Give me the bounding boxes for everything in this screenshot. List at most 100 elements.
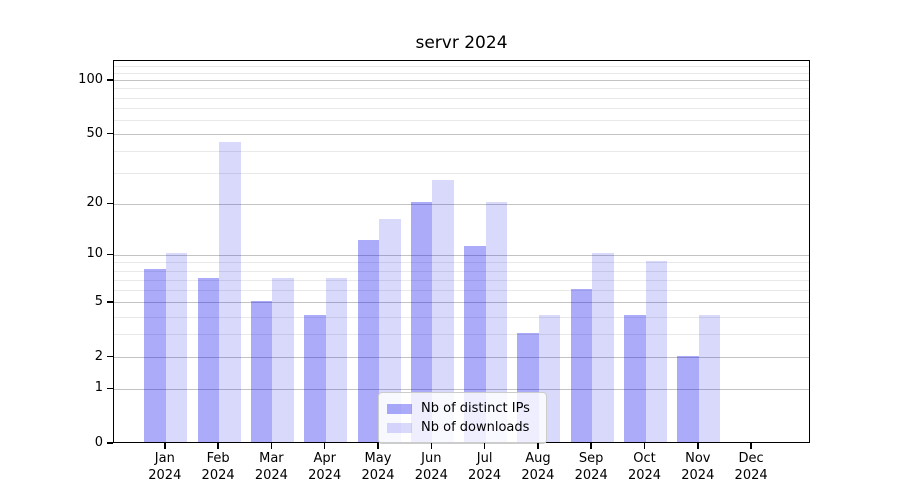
major-gridline-20 <box>114 203 809 205</box>
x-tick-label-feb: Feb 2024 <box>186 450 250 484</box>
major-gridline-10 <box>114 254 809 256</box>
bar-sep-downloads <box>592 253 614 442</box>
x-tick-label-nov: Nov 2024 <box>666 450 730 484</box>
y-tick-mark-10 <box>107 253 113 256</box>
month-label: Jul <box>476 451 493 466</box>
minor-gridline-9 <box>114 262 809 264</box>
y-tick-label-100: 100 <box>78 71 103 87</box>
year-label: 2024 <box>361 468 395 483</box>
bar-sep-distinct-ips <box>570 288 593 442</box>
bar-may-distinct-ips <box>357 240 379 442</box>
x-tick-label-jul: Jul 2024 <box>453 450 517 484</box>
x-tick-mark-jun <box>430 443 433 449</box>
legend-label-downloads: Nb of downloads <box>421 420 530 435</box>
major-gridline-100 <box>114 80 809 82</box>
bar-jul-downloads <box>485 202 508 442</box>
x-tick-label-apr: Apr 2024 <box>293 450 357 484</box>
year-label: 2024 <box>254 468 288 483</box>
year-label: 2024 <box>627 468 662 483</box>
month-label: Jan <box>154 451 175 466</box>
bar-jan-downloads <box>165 253 188 442</box>
chart-title: servr 2024 <box>415 33 508 53</box>
bar-feb-downloads <box>219 142 241 442</box>
x-tick-mark-nov <box>697 443 699 449</box>
bar-apr-downloads <box>325 278 348 442</box>
x-tick-label-sep: Sep 2024 <box>559 450 623 484</box>
x-tick-label-may: May 2024 <box>346 450 410 484</box>
y-tick-mark-1 <box>107 387 113 390</box>
month-label: Aug <box>525 451 551 466</box>
y-tick-label-0: 0 <box>94 435 103 450</box>
bar-mar-distinct-ips <box>250 301 273 442</box>
month-label: Oct <box>633 451 656 466</box>
major-gridline-50 <box>114 134 809 136</box>
month-label: Apr <box>313 451 336 466</box>
bar-apr-distinct-ips <box>304 315 326 442</box>
x-tick-mark-jan <box>164 443 166 449</box>
legend-row-distinct-ips: Nb of distinct IPs <box>387 399 538 418</box>
legend: Nb of distinct IPs Nb of downloads <box>378 392 547 444</box>
x-tick-mark-feb <box>217 443 219 449</box>
year-label: 2024 <box>201 468 235 483</box>
legend-label-distinct-ips: Nb of distinct IPs <box>421 401 530 416</box>
plot-area: Nb of distinct IPs Nb of downloads <box>113 60 810 444</box>
month-label: Sep <box>578 451 604 466</box>
minor-gridline-7 <box>114 279 809 281</box>
bar-nov-downloads <box>698 315 721 442</box>
y-tick-mark-100 <box>107 79 113 81</box>
x-tick-mark-dec <box>750 443 752 449</box>
x-tick-mark-jul <box>483 443 486 449</box>
y-tick-label-10: 10 <box>86 246 103 262</box>
y-tick-label-5: 5 <box>94 293 103 309</box>
bar-nov-distinct-ips <box>677 355 699 442</box>
minor-gridline-70 <box>114 108 809 110</box>
bar-feb-distinct-ips <box>197 278 220 442</box>
month-label: Mar <box>259 451 284 466</box>
bar-jun-downloads <box>432 179 454 442</box>
legend-swatch-distinct-ips <box>387 403 412 414</box>
y-tick-label-20: 20 <box>86 195 103 211</box>
minor-gridline-30 <box>114 173 809 175</box>
bar-jun-distinct-ips <box>410 202 433 442</box>
y-tick-mark-5 <box>107 301 113 303</box>
year-label: 2024 <box>734 468 768 483</box>
minor-gridline-110 <box>114 72 809 74</box>
minor-gridline-8 <box>114 270 809 272</box>
x-tick-mark-mar <box>270 443 273 449</box>
x-tick-mark-aug <box>537 443 539 449</box>
x-tick-mark-apr <box>323 443 326 449</box>
x-tick-mark-oct <box>643 443 646 449</box>
y-tick-label-1: 1 <box>94 380 103 396</box>
year-label: 2024 <box>521 468 555 483</box>
bar-oct-distinct-ips <box>624 315 646 442</box>
bar-may-downloads <box>379 219 401 442</box>
year-label: 2024 <box>148 468 182 483</box>
x-tick-label-mar: Mar 2024 <box>239 450 303 484</box>
month-label: Dec <box>738 451 764 466</box>
minor-gridline-40 <box>114 151 809 153</box>
x-tick-label-dec: Dec 2024 <box>719 450 783 484</box>
month-label: Nov <box>685 451 711 466</box>
major-gridline-1 <box>114 388 809 390</box>
x-tick-mark-sep <box>590 443 592 449</box>
x-tick-label-aug: Aug 2024 <box>506 450 570 484</box>
minor-gridline-6 <box>114 290 809 292</box>
month-label: May <box>364 451 392 466</box>
year-label: 2024 <box>414 468 448 483</box>
x-tick-label-jan: Jan 2024 <box>133 450 197 484</box>
y-tick-mark-0 <box>107 442 113 444</box>
minor-gridline-80 <box>114 97 809 99</box>
x-tick-mark-may <box>377 443 379 449</box>
minor-gridline-4 <box>114 316 809 318</box>
y-tick-mark-20 <box>107 202 113 205</box>
year-label: 2024 <box>308 468 342 483</box>
month-label: Feb <box>206 451 230 466</box>
major-gridline-2 <box>114 357 809 359</box>
y-tick-mark-2 <box>107 355 113 358</box>
x-tick-label-oct: Oct 2024 <box>613 450 677 484</box>
year-label: 2024 <box>468 468 502 483</box>
bar-jan-distinct-ips <box>144 269 166 442</box>
bar-mar-downloads <box>272 278 294 442</box>
legend-row-downloads: Nb of downloads <box>387 418 538 437</box>
